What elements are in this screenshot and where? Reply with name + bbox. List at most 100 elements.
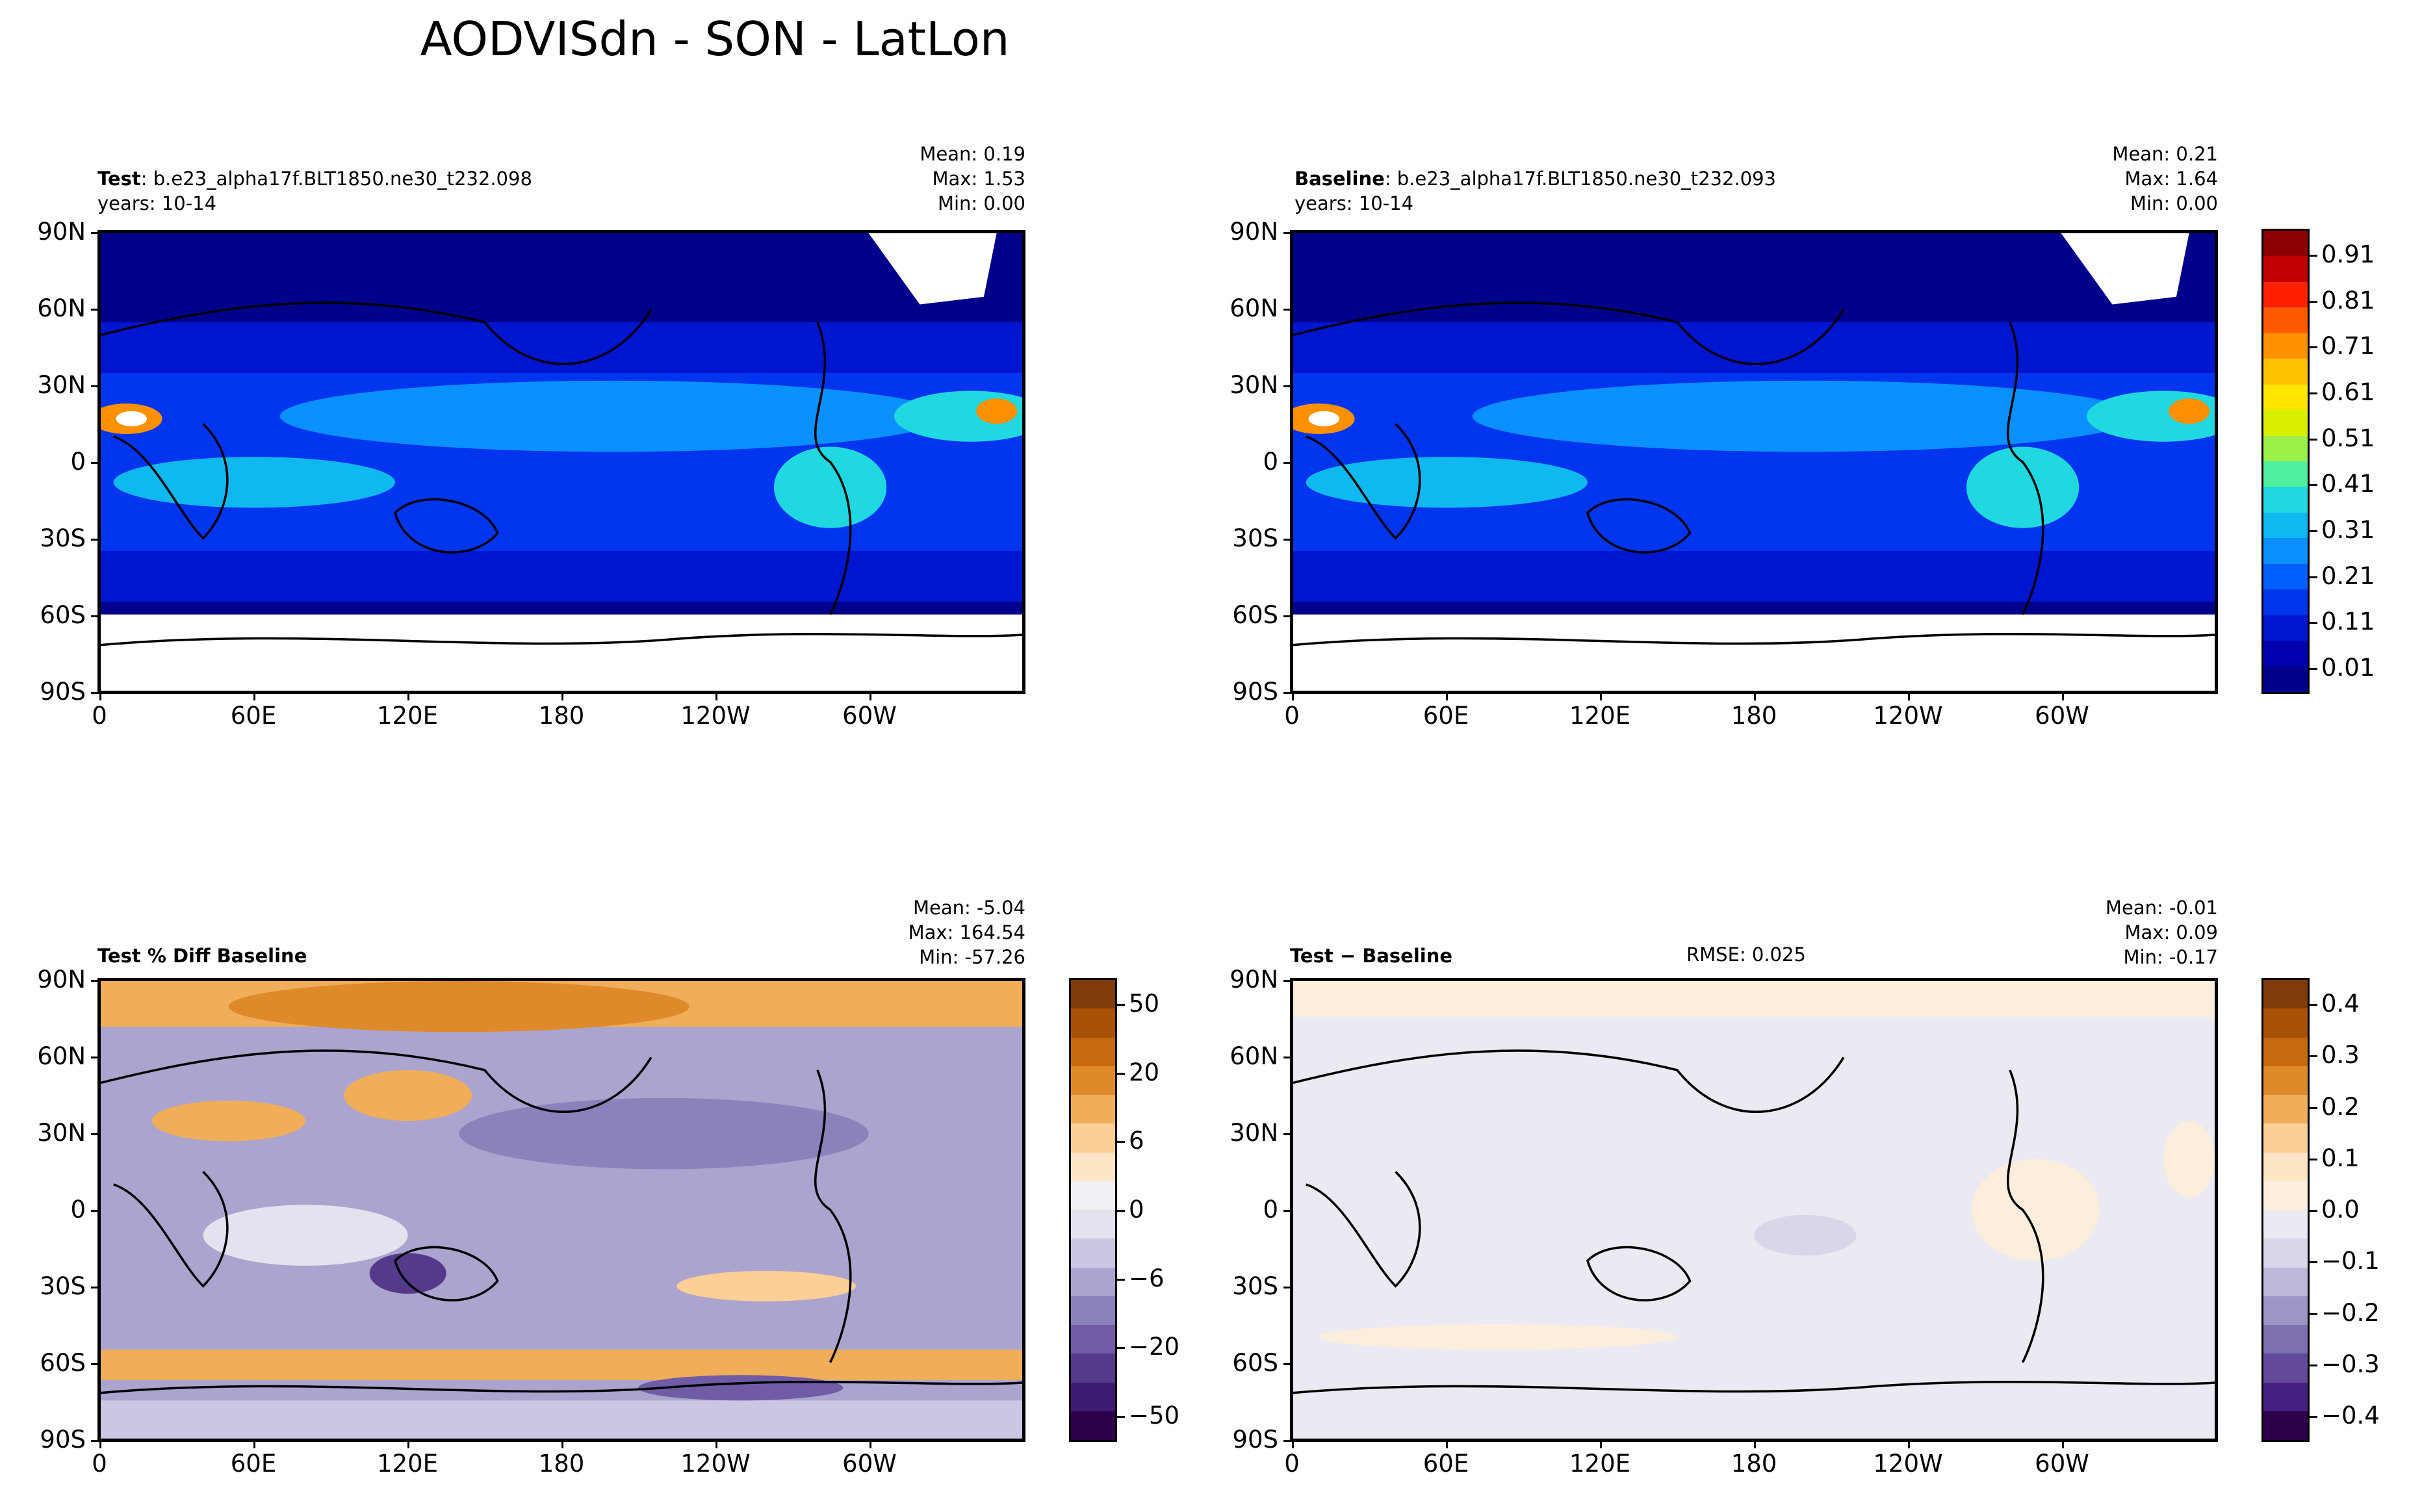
colorbar-swatch [2263, 410, 2308, 436]
x-tick [2062, 694, 2064, 700]
colorbar-tick [2310, 1261, 2317, 1264]
colorbar-swatch [2263, 384, 2308, 411]
colorbar-tick [2310, 1364, 2317, 1366]
y-tick-label: 30N [37, 1119, 86, 1147]
y-tick [1283, 1440, 1290, 1442]
diff-stat-max: Max: 0.09 [2124, 921, 2218, 943]
colorbar-tick [1117, 1072, 1125, 1075]
test-map-field [101, 233, 1022, 691]
pct-diff-map-field [101, 981, 1022, 1439]
y-tick [91, 980, 97, 982]
x-tick-label: 120W [1873, 702, 1943, 730]
baseline-map [1290, 230, 2218, 694]
y-tick [91, 232, 97, 234]
colorbar-swatch [2263, 1066, 2308, 1095]
colorbar-tick [1117, 1141, 1125, 1144]
colorbar-swatch [2263, 1095, 2308, 1124]
y-tick [91, 1440, 97, 1442]
y-tick-label: 90S [40, 678, 86, 706]
x-tick-label: 0 [92, 702, 107, 730]
colorbar-swatch [2263, 359, 2308, 385]
pct-diff-map [97, 978, 1025, 1442]
y-tick-label: 60N [37, 1042, 86, 1070]
y-tick [91, 539, 97, 541]
y-tick-label: 0 [70, 448, 86, 476]
test-stat-min: Min: 0.00 [937, 192, 1025, 214]
y-tick-label: 30S [1232, 1272, 1278, 1300]
baseline-case-name: : b.e23_alpha17f.BLT1850.ne30_t232.093 [1384, 168, 1776, 190]
colorbar-swatch [2263, 1210, 2308, 1239]
colorbar-tick [2310, 484, 2317, 487]
colorbar-tick [1117, 1004, 1125, 1006]
x-tick-label: 60E [230, 702, 277, 730]
colorbar-tick [1117, 1210, 1125, 1212]
y-tick-label: 0 [1263, 448, 1278, 476]
y-tick [1283, 1057, 1290, 1058]
pct-diff-stat-min: Min: -57.26 [919, 946, 1025, 968]
x-tick [407, 1442, 409, 1448]
colorbar-swatch [1071, 980, 1115, 1009]
x-tick-label: 180 [538, 702, 585, 730]
colorbar-swatch [1071, 1382, 1115, 1411]
x-tick [1754, 694, 1756, 700]
colorbar-swatch [1071, 1095, 1115, 1124]
y-tick [91, 615, 97, 617]
x-tick-label: 120E [377, 702, 438, 730]
colorbar-swatch [2263, 512, 2308, 539]
colorbar-tick [2310, 622, 2317, 624]
colorbar-tick-label: −0.3 [2321, 1350, 2380, 1378]
colorbar-swatch [2263, 1267, 2308, 1296]
y-tick-label: 30S [40, 524, 86, 552]
x-tick [99, 1442, 101, 1448]
colorbar-tick [2310, 1158, 2317, 1160]
y-tick [1283, 1363, 1290, 1365]
x-tick [1292, 694, 1294, 700]
colorbar-tick [2310, 392, 2317, 394]
y-tick-label: 90S [40, 1426, 86, 1454]
y-tick-label: 90N [37, 218, 86, 246]
y-tick [91, 1133, 97, 1135]
y-tick [91, 1210, 97, 1212]
y-tick-label: 30N [37, 371, 86, 399]
x-tick-label: 60W [842, 1450, 897, 1478]
colorbar-swatch [2263, 1238, 2308, 1268]
colorbar-tick [2310, 1210, 2317, 1212]
colorbar-tick-label: 0.11 [2321, 608, 2375, 636]
x-tick-label: 180 [1731, 702, 1777, 730]
y-tick-label: 90S [1232, 678, 1278, 706]
colorbar-swatch [2263, 1037, 2308, 1066]
colorbar-tick [1117, 1347, 1125, 1350]
colorbar-swatch [2263, 563, 2308, 590]
colorbar-tick-label: 50 [1129, 990, 1160, 1018]
baseline-stat-min: Min: 0.00 [2130, 192, 2218, 214]
x-tick [1908, 694, 1910, 700]
x-tick-label: 120E [377, 1450, 438, 1478]
colorbar-swatch [2263, 1008, 2308, 1038]
colorbar-swatch [2263, 487, 2308, 513]
colorbar-tick [2310, 530, 2317, 532]
test-years: years: 10-14 [97, 192, 217, 214]
x-tick-label: 120W [680, 1450, 751, 1478]
x-tick [1446, 1442, 1448, 1448]
y-tick [1283, 232, 1290, 234]
colorbar-tick-label: 0.91 [2321, 240, 2375, 268]
colorbar-tick-label: 0.41 [2321, 470, 2375, 498]
x-tick [1446, 694, 1448, 700]
colorbar-tick-label: 0.3 [2321, 1041, 2360, 1070]
y-tick [91, 385, 97, 387]
x-tick [1600, 694, 1602, 700]
y-tick-label: 60S [40, 601, 86, 629]
colorbar-swatch [1071, 1008, 1115, 1038]
y-tick-label: 30S [40, 1272, 86, 1300]
diff-map-field [1293, 981, 2215, 1439]
y-tick-label: 90S [1232, 1426, 1278, 1454]
y-tick [1283, 462, 1290, 464]
colorbar-tick-label: 0.71 [2321, 332, 2375, 361]
colorbar-swatch [2263, 333, 2308, 359]
baseline-label: Baseline [1295, 168, 1385, 190]
x-tick-label: 60E [1423, 1450, 1469, 1478]
colorbar-tick-label: 0.31 [2321, 516, 2375, 544]
colorbar-swatch [2263, 1382, 2308, 1411]
colorbar-tick-label: −20 [1129, 1333, 1180, 1361]
colorbar-tick-label: 0.2 [2321, 1092, 2360, 1121]
